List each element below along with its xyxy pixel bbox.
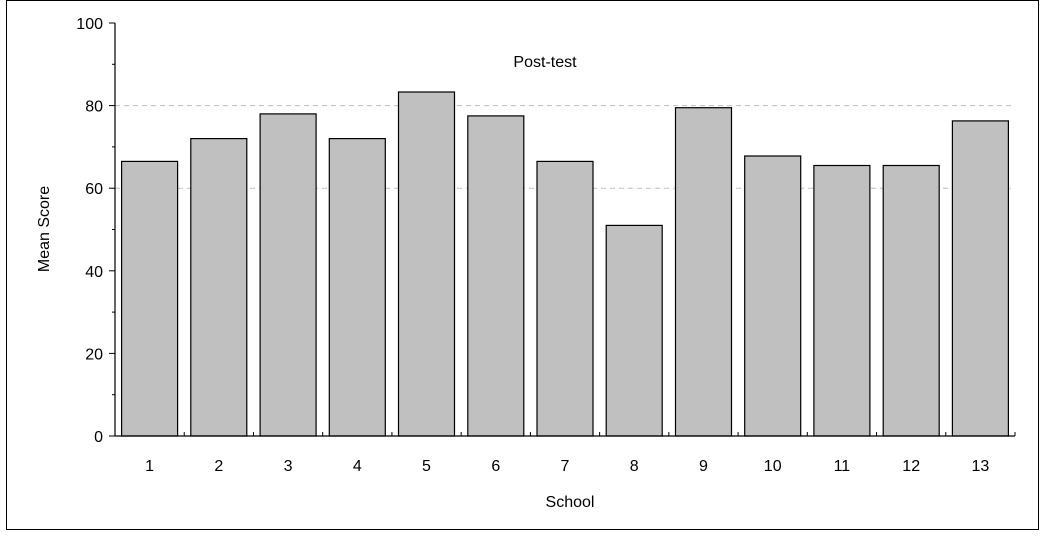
- y-tick-label: 60: [85, 181, 103, 198]
- bar-school-12: [882, 164, 940, 437]
- bar-school-5: [397, 91, 456, 437]
- x-tick-label: 2: [214, 458, 223, 475]
- y-axis-title: Mean Score: [36, 186, 53, 272]
- x-tick-label: 3: [284, 458, 293, 475]
- bar-school-11: [813, 164, 871, 437]
- y-tick-label: 40: [85, 264, 103, 281]
- x-tick-labels: 1 2 3 4 5 6 7 8 9 10 11 12 13: [145, 458, 989, 475]
- chart-title: Post-test: [513, 54, 577, 71]
- x-tick-label: 12: [902, 458, 920, 475]
- bar-school-1: [120, 160, 179, 437]
- x-tick-label: 11: [834, 458, 851, 475]
- bar-school-13: [951, 120, 1010, 437]
- bar-school-3: [259, 113, 317, 437]
- x-tick-label: 7: [561, 458, 570, 475]
- x-tick-label: 8: [630, 458, 639, 475]
- bar-school-2: [190, 138, 248, 437]
- x-tick-label: 1: [145, 458, 154, 475]
- bar-school-6: [467, 115, 525, 437]
- x-tick-label: 6: [491, 458, 500, 475]
- bar-school-8: [605, 224, 663, 437]
- axes: [109, 22, 1016, 437]
- y-tick-label: 0: [94, 429, 103, 446]
- bar-school-10: [744, 155, 802, 437]
- y-tick-labels: 0 20 40 60 80 100: [76, 16, 103, 446]
- x-tick-label: 4: [353, 458, 362, 475]
- bars: [120, 91, 1010, 437]
- bar-school-7: [536, 160, 594, 437]
- chart-frame: 0 20 40 60 80 100 1 2 3 4 5 6 7 8 9 10 11 12 13 Post-test…: [6, 0, 1039, 530]
- x-axis-title: School: [546, 494, 595, 511]
- bar-school-4: [328, 138, 386, 437]
- x-tick-label: 5: [422, 458, 431, 475]
- y-tick-label: 20: [85, 346, 103, 363]
- x-tick-label: 10: [764, 458, 782, 475]
- bar-school-9: [674, 107, 733, 437]
- y-tick-label: 100: [76, 16, 103, 33]
- x-tick-label: 9: [699, 458, 708, 475]
- y-tick-label: 80: [85, 99, 103, 116]
- x-tick-label: 13: [972, 458, 990, 475]
